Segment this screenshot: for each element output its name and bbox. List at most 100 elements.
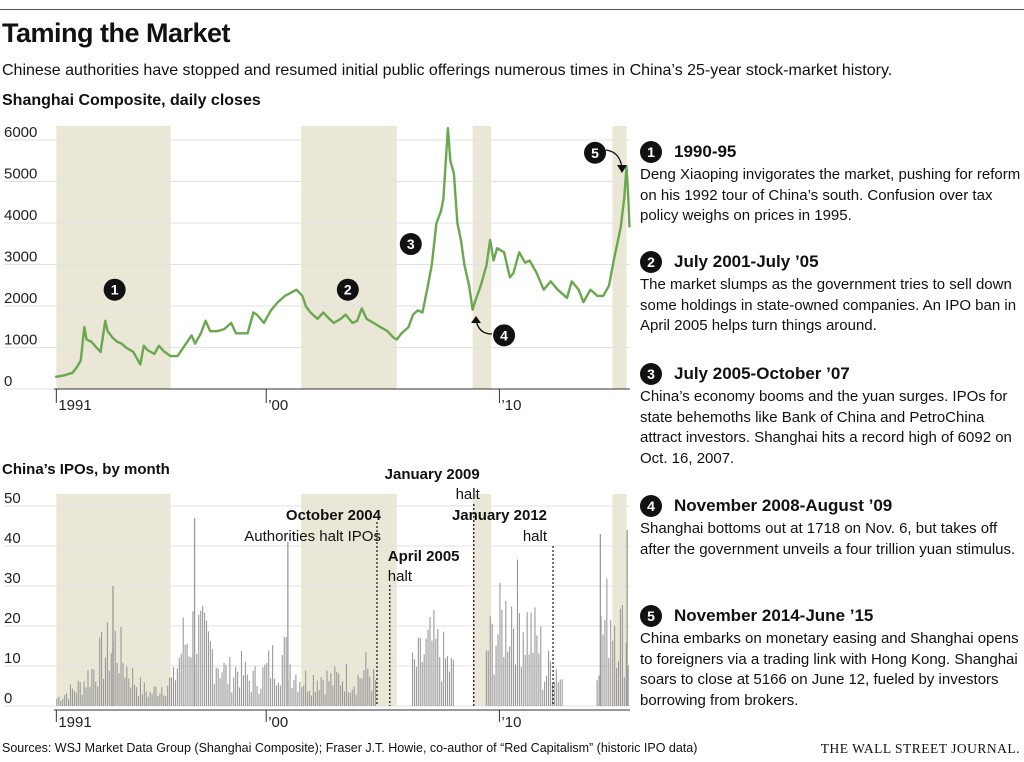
ipo-bar <box>427 629 429 706</box>
ipo-bar <box>165 696 167 706</box>
ipo-bar <box>347 692 349 706</box>
ipo-bar <box>487 651 489 706</box>
ipo-bar <box>433 610 435 706</box>
ipo-bar <box>67 699 70 706</box>
ipo-bar <box>485 650 487 706</box>
ipo-bar <box>244 661 246 706</box>
ipo-bar <box>101 631 103 706</box>
ipo-bar <box>77 680 79 706</box>
ipo-bar <box>612 640 614 706</box>
ipo-bar <box>499 582 501 706</box>
ipo-bar <box>308 690 311 706</box>
marker-label: 5 <box>591 145 599 161</box>
ipo-bar <box>355 694 357 706</box>
ipo-bar <box>540 626 542 706</box>
ipo-bar <box>616 667 618 706</box>
ipo-bar <box>215 667 217 706</box>
marker-5: 5 <box>584 141 607 164</box>
ipo-bar <box>275 685 278 706</box>
ipo-bar <box>627 665 629 706</box>
ipo-bar <box>557 682 559 706</box>
ipo-bar <box>411 652 414 706</box>
page-title: Taming the Market <box>2 18 231 48</box>
ipo-bar <box>353 686 355 706</box>
ipo-bar <box>73 690 75 706</box>
ipo-bar <box>128 678 130 706</box>
ipo-bar <box>163 695 165 706</box>
ipo-bar <box>617 660 620 706</box>
ipo-bar <box>204 612 206 706</box>
ipo-bar <box>357 674 359 706</box>
marker-3: 3 <box>399 233 422 256</box>
ipo-bar <box>505 600 507 706</box>
ipo-bar <box>513 628 515 706</box>
ipo-bar <box>104 657 107 706</box>
ipo-bar <box>213 684 215 706</box>
ipo-bar <box>79 682 81 706</box>
event-1: 1 1990-95 Deng Xiaoping invigorates the m… <box>640 140 1024 227</box>
ipo-bar <box>435 638 437 706</box>
event-title: 1990-95 <box>674 142 737 161</box>
ipo-bar <box>369 676 371 706</box>
ipo-bar <box>491 623 493 706</box>
ipo-bar <box>248 680 250 706</box>
ipo-bar <box>136 687 138 706</box>
ipo-bar <box>318 690 320 706</box>
marker-label: 4 <box>500 327 508 343</box>
halt-title: January 2012 <box>452 507 547 524</box>
ipo-bar <box>334 666 336 706</box>
ipo-bar <box>345 663 347 706</box>
ipo-bar <box>351 689 353 706</box>
ipo-bar <box>182 617 184 706</box>
marker-circle <box>584 141 607 164</box>
ipo-bar <box>246 674 248 706</box>
ipo-bar <box>336 671 338 706</box>
event-title: July 2001-July ’05 <box>674 252 819 271</box>
ipo-bar <box>332 685 334 706</box>
shaded-period <box>612 126 627 389</box>
ipo-bar <box>295 674 297 706</box>
ipo-bar <box>56 698 58 706</box>
ipo-bar <box>299 682 301 706</box>
ipo-bar <box>240 651 243 706</box>
ipo-bar <box>99 637 101 706</box>
ipo-bar <box>561 679 563 706</box>
ipo-bar <box>75 692 77 706</box>
ipo-bar <box>250 692 252 706</box>
ipo-bar <box>264 664 266 706</box>
ipo-bar <box>83 681 85 706</box>
ipo-bar <box>606 578 608 706</box>
ipo-bar <box>303 685 305 706</box>
ipo-bar <box>431 640 433 706</box>
ipo-bar <box>167 685 169 706</box>
ipo-bar <box>205 620 208 706</box>
ipo-bar <box>338 673 340 706</box>
ipo-bar <box>559 679 561 706</box>
x-tick-label: ’10 <box>501 397 521 414</box>
ipo-bar <box>145 691 147 706</box>
ipo-bar <box>312 674 314 706</box>
ipo-bar <box>524 655 526 706</box>
ipo-bar <box>530 612 532 706</box>
ipo-bar <box>279 685 281 706</box>
ipo-bar <box>221 672 223 706</box>
ipo-bar <box>180 653 182 706</box>
y-tick-label: 20 <box>4 610 21 627</box>
ipo-bar <box>450 657 452 706</box>
ipo-bar <box>514 664 517 706</box>
ipo-bar <box>419 638 421 706</box>
ipo-bar <box>151 693 153 706</box>
marker-2: 2 <box>336 278 359 301</box>
y-tick-label: 50 <box>4 490 21 507</box>
ipo-bar <box>542 689 544 706</box>
event-text: The market slumps as the government trie… <box>640 276 1017 334</box>
ipo-bar <box>188 656 190 706</box>
ipo-bar <box>283 636 285 706</box>
ipo-bar <box>452 659 454 706</box>
ipo-bar <box>95 681 97 706</box>
ipo-bar <box>273 678 276 706</box>
ipo-bar <box>551 683 553 706</box>
ipo-bar <box>415 666 417 706</box>
ipo-bar <box>207 631 210 706</box>
ipo-bar <box>62 698 64 706</box>
